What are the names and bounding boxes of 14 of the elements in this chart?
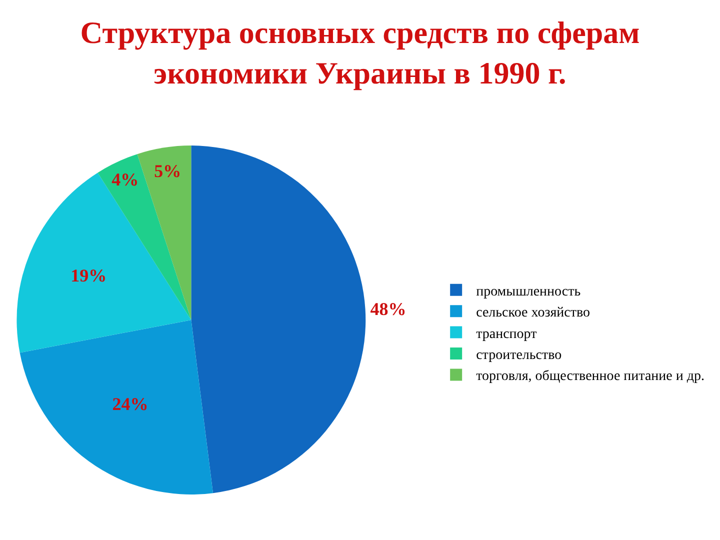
legend-label: промышленность — [476, 284, 581, 300]
legend-label: сельское хозяйство — [476, 306, 590, 321]
data-label: 19% — [70, 266, 107, 286]
chart-title: Структура основных средств по сферам экономики Украины в 1990 г. — [80, 15, 640, 90]
pie-slice — [191, 146, 366, 494]
data-label: 4% — [112, 170, 139, 190]
legend-label: строительство — [476, 348, 562, 363]
data-label: 5% — [154, 160, 182, 181]
data-label: 24% — [112, 394, 148, 414]
pie-slice — [20, 320, 214, 494]
legend-label: транспорт — [476, 326, 537, 342]
pie-slice — [137, 146, 192, 320]
legend-label: торговля, общественное питание и др. — [476, 369, 704, 384]
data-label: 48% — [370, 299, 406, 320]
